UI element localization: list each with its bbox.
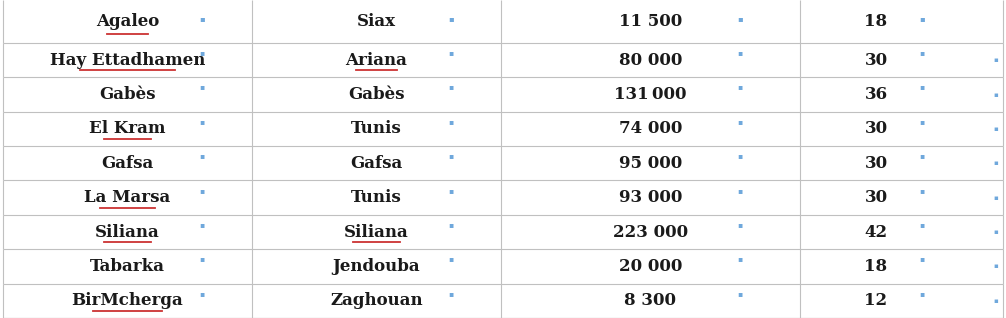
Text: Gabès: Gabès (348, 86, 404, 103)
Text: 95 000: 95 000 (619, 155, 682, 172)
Text: ▪: ▪ (199, 117, 205, 126)
Text: Hay Ettadhamen: Hay Ettadhamen (50, 52, 205, 69)
Text: ▪: ▪ (449, 289, 454, 298)
Text: ▪: ▪ (199, 14, 205, 23)
Text: ▪: ▪ (993, 92, 998, 98)
Text: ▪: ▪ (737, 186, 742, 195)
Text: ▪: ▪ (919, 82, 925, 92)
Text: ▪: ▪ (993, 195, 998, 201)
Text: Zaghouan: Zaghouan (330, 292, 423, 309)
Text: ▪: ▪ (919, 254, 925, 263)
Text: 223 000: 223 000 (613, 224, 688, 240)
Text: BirMcherga: BirMcherga (71, 292, 183, 309)
Text: Tabarka: Tabarka (90, 258, 165, 275)
Bar (3, 112, 988, 146)
Text: ▪: ▪ (199, 48, 205, 57)
Text: 42: 42 (864, 224, 887, 240)
Bar (3, 146, 988, 181)
Text: 74 000: 74 000 (619, 121, 682, 137)
Text: ▪: ▪ (993, 229, 998, 235)
Text: 20 000: 20 000 (619, 258, 682, 275)
Text: 18: 18 (864, 258, 887, 275)
Bar (3, 181, 988, 215)
Text: ▪: ▪ (993, 57, 998, 63)
Text: ▪: ▪ (993, 263, 998, 269)
Text: Siliana: Siliana (96, 224, 160, 240)
Text: 93 000: 93 000 (619, 189, 682, 206)
Text: ▪: ▪ (737, 14, 743, 23)
Bar (3, 43, 988, 77)
Text: ▪: ▪ (449, 117, 454, 126)
Text: ▪: ▪ (449, 14, 454, 23)
Text: ▪: ▪ (199, 82, 205, 92)
Text: 12: 12 (864, 292, 887, 309)
Text: ▪: ▪ (737, 82, 742, 92)
Text: ▪: ▪ (199, 254, 205, 263)
Text: ▪: ▪ (737, 254, 742, 263)
Text: El Kram: El Kram (90, 121, 166, 137)
Text: ▪: ▪ (199, 220, 205, 229)
Text: ▪: ▪ (918, 14, 925, 23)
Bar (3, 215, 988, 249)
Text: ▪: ▪ (993, 126, 998, 132)
Text: Gafsa: Gafsa (350, 155, 402, 172)
Text: 18: 18 (864, 13, 887, 30)
Text: 30: 30 (864, 189, 887, 206)
Text: Gafsa: Gafsa (102, 155, 154, 172)
Text: ▪: ▪ (993, 298, 998, 304)
Text: ▪: ▪ (737, 117, 742, 126)
Text: ▪: ▪ (919, 289, 925, 298)
Text: 30: 30 (864, 121, 887, 137)
Text: ▪: ▪ (737, 48, 742, 57)
Bar (3, 284, 988, 318)
Text: 36: 36 (864, 86, 887, 103)
Text: Tunis: Tunis (351, 189, 401, 206)
Text: Ariana: Ariana (346, 52, 407, 69)
Text: ▪: ▪ (737, 151, 742, 160)
Text: 131 000: 131 000 (615, 86, 687, 103)
Text: ▪: ▪ (919, 220, 925, 229)
Text: ▪: ▪ (737, 220, 742, 229)
Text: ▪: ▪ (199, 151, 205, 160)
Bar (3, 249, 988, 284)
Text: 11 500: 11 500 (619, 13, 682, 30)
Text: ▪: ▪ (199, 186, 205, 195)
Text: Siax: Siax (357, 13, 396, 30)
Text: La Marsa: La Marsa (85, 189, 171, 206)
Text: ▪: ▪ (449, 48, 454, 57)
Text: ▪: ▪ (449, 254, 454, 263)
Text: ▪: ▪ (919, 151, 925, 160)
Text: ▪: ▪ (449, 151, 454, 160)
Text: ▪: ▪ (919, 48, 925, 57)
Text: 30: 30 (864, 52, 887, 69)
Text: Gabès: Gabès (100, 86, 156, 103)
Text: 8 300: 8 300 (625, 292, 676, 309)
Text: Agaleo: Agaleo (96, 13, 159, 30)
Text: 30: 30 (864, 155, 887, 172)
Text: Tunis: Tunis (351, 121, 401, 137)
Text: ▪: ▪ (993, 160, 998, 166)
Text: 80 000: 80 000 (619, 52, 682, 69)
Text: ▪: ▪ (919, 117, 925, 126)
Text: Siliana: Siliana (344, 224, 408, 240)
Text: ▪: ▪ (449, 220, 454, 229)
Bar (3, 77, 988, 112)
Text: ▪: ▪ (449, 82, 454, 92)
Text: Jendouba: Jendouba (333, 258, 421, 275)
Text: ▪: ▪ (199, 289, 205, 298)
Text: ▪: ▪ (737, 289, 742, 298)
Text: ▪: ▪ (449, 186, 454, 195)
Text: ▪: ▪ (919, 186, 925, 195)
